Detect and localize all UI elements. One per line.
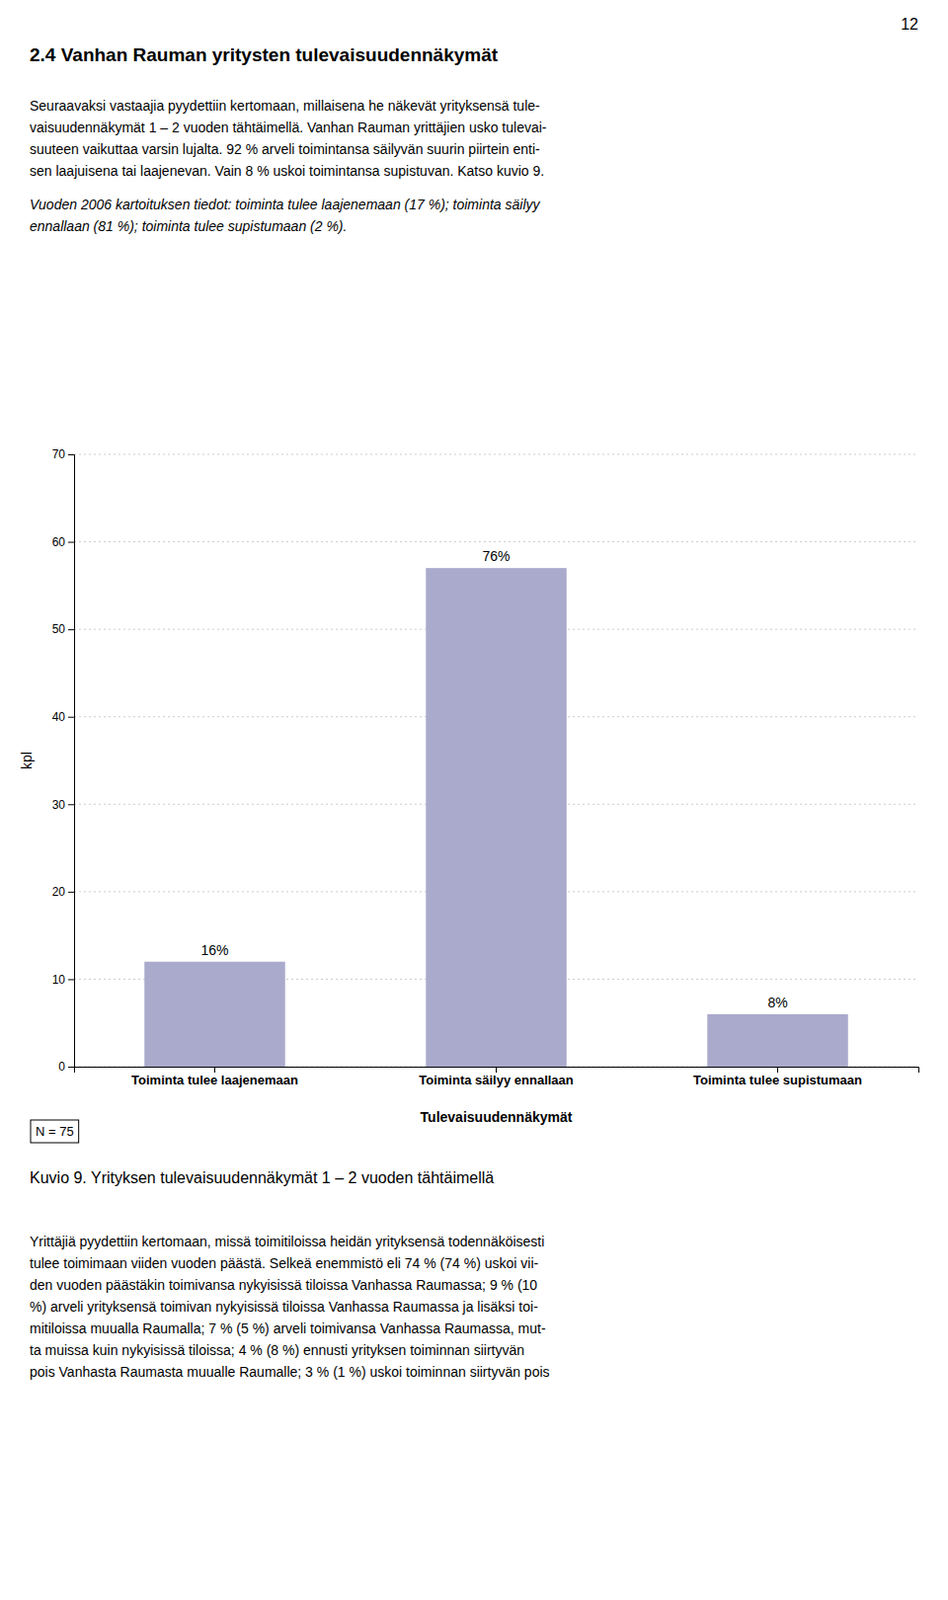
chart: 16% 76% 8% 0 10 20 30 40 50 60 70 Toiminta tulee la… xyxy=(18,447,920,1143)
axis-line xyxy=(68,455,76,1068)
tick-label: 60 xyxy=(52,535,67,550)
tick-label: 30 xyxy=(52,797,67,812)
tick-mark xyxy=(68,803,75,805)
tick-label: Toiminta säilyy ennallaan xyxy=(418,1072,574,1088)
body-text: den vuoden päästäkin toimivansa nykyisis… xyxy=(29,1276,538,1293)
tick: 60 xyxy=(52,535,75,550)
tick-mark xyxy=(68,891,75,893)
tick-mark xyxy=(68,629,75,631)
tick: 40 xyxy=(52,710,75,724)
bar xyxy=(425,567,567,1067)
page-number: 12 xyxy=(900,15,919,33)
body-text: vaisuudennäkymät 1 – 2 vuoden tähtäimell… xyxy=(29,119,548,136)
annotation: N = 75 xyxy=(30,1119,79,1143)
body-text: pois Vanhasta Raumasta muualle Raumalle;… xyxy=(29,1363,551,1380)
tick: Toiminta tulee laajenemaan xyxy=(131,1066,299,1088)
axis-line xyxy=(75,1067,920,1074)
tick-label: 40 xyxy=(52,710,67,724)
body-text: Yrittäjiä pyydettiin kertomaan, missä to… xyxy=(29,1233,545,1250)
tick-mark xyxy=(777,1066,779,1073)
tick-mark xyxy=(68,542,75,544)
tick-mark xyxy=(495,1066,497,1073)
tick-label: 0 xyxy=(58,1059,66,1074)
data-labels: 16% 76% 8% xyxy=(200,548,788,1011)
bars xyxy=(144,567,849,1067)
bar xyxy=(707,1014,849,1067)
tick: Toiminta säilyy ennallaan xyxy=(418,1066,574,1088)
tick: 50 xyxy=(52,622,75,636)
body-text: ta muissa kuin nykyisissä tiloissa; 4 % … xyxy=(29,1342,525,1358)
x-axis: Toiminta tulee laajenemaan Toiminta säily… xyxy=(75,1066,920,1088)
grid-line xyxy=(74,454,919,456)
section-title: 2.4 Vanhan Rauman yritysten tulevaisuude… xyxy=(29,44,499,66)
x-axis-title: Tulevaisuudennäkymät xyxy=(420,1108,573,1125)
tick-label: 10 xyxy=(52,972,67,987)
data-label: 8% xyxy=(767,994,788,1011)
page: 12 2.4 Vanhan Rauman yritysten tulevaisuu… xyxy=(0,0,948,1600)
annotation-text: N = 75 xyxy=(35,1123,75,1139)
tick-label: Toiminta tulee laajenemaan xyxy=(131,1072,299,1088)
y-axis: 0 10 20 30 40 50 60 70 xyxy=(52,447,76,1074)
tick-mark xyxy=(214,1066,216,1073)
data-label: 76% xyxy=(481,548,510,564)
annotation-box xyxy=(30,1119,79,1143)
tick-label: 20 xyxy=(52,884,67,899)
tick-mark xyxy=(68,716,75,718)
tick-mark xyxy=(68,1066,75,1068)
body-text: %) arveli yrityksensä toimivan nykyisiss… xyxy=(29,1298,539,1315)
tick: 20 xyxy=(52,884,75,899)
tick: 70 xyxy=(52,447,75,462)
tick-label: Toiminta tulee supistumaan xyxy=(693,1072,863,1088)
grid-line xyxy=(74,541,919,543)
grid xyxy=(74,454,919,1067)
body-text: suuteen vaikuttaa varsin lujalta. 92 % a… xyxy=(29,141,541,158)
body-text: tulee toimimaan viiden vuoden päästä. Se… xyxy=(29,1255,539,1271)
italic-text: ennallaan (81 %); toiminta tulee supistu… xyxy=(29,218,347,235)
y-axis-title: kpl xyxy=(18,751,35,770)
tick: 0 xyxy=(58,1059,75,1074)
body-text: sen laajuisena tai laajenevan. Vain 8 % … xyxy=(29,162,545,179)
tick: 10 xyxy=(52,972,75,987)
tick: Toiminta tulee supistumaan xyxy=(693,1066,863,1088)
tick-label: 70 xyxy=(52,447,67,462)
tick: 30 xyxy=(52,797,75,812)
italic-text: Vuoden 2006 kartoituksen tiedot: toimint… xyxy=(29,196,541,213)
caption: Kuvio 9. Yrityksen tulevaisuudennäkymät … xyxy=(29,1169,494,1186)
body-text: Seuraavaksi vastaajia pyydettiin kertoma… xyxy=(29,97,541,114)
tick-mark xyxy=(68,454,75,456)
tick-mark xyxy=(68,978,75,980)
data-label: 16% xyxy=(200,942,229,958)
bar xyxy=(144,961,286,1067)
body-text: mitiloissa muualla Raumalla; 7 % (5 %) a… xyxy=(29,1320,547,1337)
tick-label: 50 xyxy=(52,622,67,636)
